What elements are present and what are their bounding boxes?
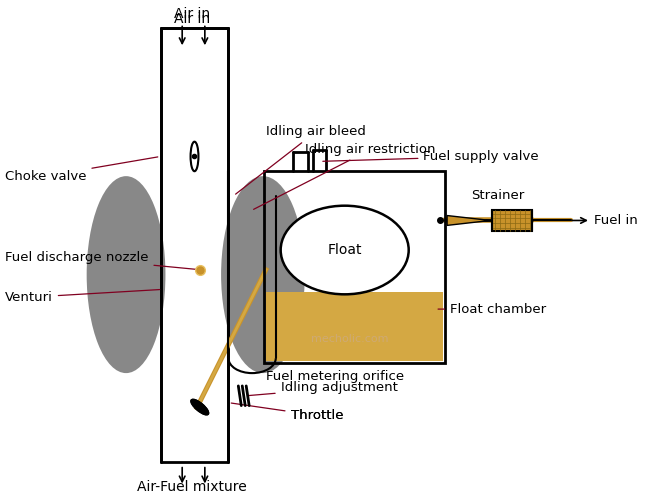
Text: Strainer: Strainer <box>471 189 524 202</box>
Text: Idling air bleed: Idling air bleed <box>235 125 366 194</box>
Text: Idling air restriction: Idling air restriction <box>253 143 436 209</box>
Text: Air-Fuel mixture: Air-Fuel mixture <box>137 480 247 494</box>
Text: Venturi: Venturi <box>5 290 160 304</box>
Text: Idling adjustment: Idling adjustment <box>249 381 397 395</box>
Ellipse shape <box>191 399 208 415</box>
Text: Fuel supply valve: Fuel supply valve <box>323 150 539 163</box>
Ellipse shape <box>221 176 305 373</box>
Ellipse shape <box>191 399 208 415</box>
Text: Throttle: Throttle <box>231 403 343 422</box>
Ellipse shape <box>190 142 199 171</box>
Bar <box>266 293 443 361</box>
Text: Air in: Air in <box>174 7 210 21</box>
Text: Float: Float <box>328 243 362 257</box>
Text: Fuel in: Fuel in <box>594 214 638 227</box>
Text: Float chamber: Float chamber <box>438 303 546 316</box>
Text: Choke valve: Choke valve <box>5 157 158 183</box>
Text: Fuel discharge nozzle: Fuel discharge nozzle <box>5 252 197 270</box>
Text: Air in: Air in <box>174 12 210 26</box>
Polygon shape <box>447 215 490 225</box>
Text: Fuel metering orifice: Fuel metering orifice <box>266 370 404 383</box>
Ellipse shape <box>281 206 409 294</box>
Bar <box>264 171 445 363</box>
Text: Throttle: Throttle <box>290 409 343 422</box>
Bar <box>492 209 531 231</box>
Ellipse shape <box>86 176 166 373</box>
Text: mecholic.com: mecholic.com <box>311 334 388 344</box>
